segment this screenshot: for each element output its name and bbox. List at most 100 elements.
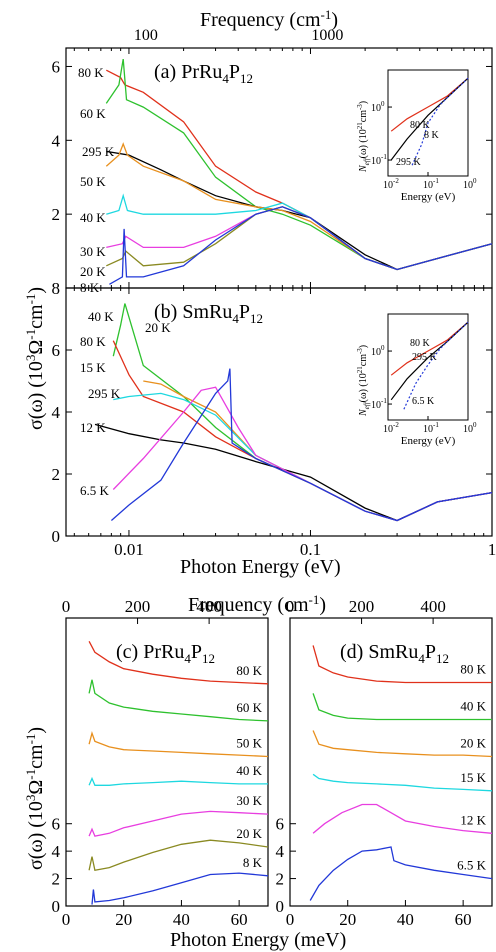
series-line xyxy=(312,730,493,758)
series-line xyxy=(88,640,269,685)
inset-b-inset: 10-2 10-1 100 10-1 100 Energy (eV) Neff(ω) (10… xyxy=(356,313,477,447)
series-line xyxy=(88,839,269,872)
series-label: 15 K xyxy=(80,360,106,375)
y-tick-label: 4 xyxy=(276,842,285,861)
inset-x-tick-label: 10-2 xyxy=(383,421,399,435)
series-label: 60 K xyxy=(80,106,106,121)
top-frequency-label: Frequency (cm-1) xyxy=(200,7,338,31)
series-label: 295 K xyxy=(88,386,121,401)
inset-y-tick-label: 10-1 xyxy=(371,397,387,411)
series-line xyxy=(88,730,269,758)
series-label: 20 K xyxy=(460,736,486,751)
series-label: 15 K xyxy=(460,770,486,785)
top-x-tick-label: 100 xyxy=(134,27,158,44)
x-tick-label: 40 xyxy=(173,910,190,929)
inset-series-line xyxy=(390,77,469,161)
panel-a: 2 4 6 8 100 1000 (a) PrRu4P12 80 K 60 K 295 K 50 K… xyxy=(52,27,493,298)
inset-series-label: 8 K xyxy=(424,130,440,141)
y-tick-label: 2 xyxy=(52,465,61,484)
top-x-tick-label: 0 xyxy=(286,597,295,616)
y-tick-label: 2 xyxy=(276,870,285,889)
panel-title: (a) PrRu4P12 xyxy=(154,61,253,86)
series-line xyxy=(109,206,493,285)
series-label: 20 K xyxy=(236,826,262,841)
series-label: 6.5 K xyxy=(457,858,487,873)
x-tick-label: 1 xyxy=(488,540,496,559)
inset-series-label: 295 K xyxy=(412,352,438,363)
series-label: 60 K xyxy=(236,700,262,715)
x-axis-label-mev: Photon Energy (meV) xyxy=(170,929,346,951)
inset-series-line xyxy=(390,77,469,132)
inset-series-line xyxy=(390,321,469,376)
series-label: 80 K xyxy=(236,663,262,678)
inset-series-line xyxy=(403,321,469,410)
series-label: 8 K xyxy=(243,855,263,870)
series-label: 6.5 K xyxy=(80,483,110,498)
series-label: 80 K xyxy=(460,661,486,676)
y-tick-label: 4 xyxy=(52,131,61,150)
inset-x-tick-label: 10-1 xyxy=(423,177,439,191)
inset-a-inset: 10-2 10-1 100 10-1 100 Energy (eV) Neff(ω) (10… xyxy=(356,69,477,203)
inset-series-line xyxy=(411,77,469,166)
series-line xyxy=(88,810,269,837)
top-x-tick-label: 400 xyxy=(196,597,222,616)
y-tick-label: 4 xyxy=(52,403,61,422)
series-line xyxy=(312,693,492,721)
plot-frame xyxy=(289,617,493,907)
series-line xyxy=(106,206,493,271)
series-line xyxy=(312,645,492,684)
series-label: 50 K xyxy=(80,174,106,189)
x-tick-label: 0.01 xyxy=(114,540,144,559)
y-tick-label: 4 xyxy=(52,842,61,861)
series-line xyxy=(312,803,493,834)
x-tick-label: 60 xyxy=(231,910,248,929)
y-tick-label: 8 xyxy=(52,279,61,298)
y-tick-label: 2 xyxy=(52,205,61,224)
series-label: 30 K xyxy=(236,793,262,808)
panel-d: 0 20 40 60 0 200 400 0 2 4 6 (d) SmRu4P12 80 K 40 K 20… xyxy=(276,597,493,929)
inset-y-tick-label: 100 xyxy=(371,100,385,114)
inset-x-label: Energy (eV) xyxy=(401,191,456,203)
inset-series-label: 80 K xyxy=(410,338,431,349)
series-label: 30 K xyxy=(80,244,106,259)
series-line xyxy=(88,776,268,786)
top-x-tick-label: 1000 xyxy=(311,27,343,44)
series-label: 40 K xyxy=(236,763,262,778)
panel-b: 0 2 4 6 0.01 0.1 1 (b) SmRu4P12 40 K 80 K 20 K 15 K… xyxy=(52,287,496,559)
upper-y-axis-label: σ(ω) (103Ω-1cm-1) xyxy=(23,287,47,430)
x-tick-label: 40 xyxy=(397,910,414,929)
x-tick-label: 0.1 xyxy=(300,540,321,559)
x-tick-label: 0 xyxy=(286,910,295,929)
panel-title: (d) SmRu4P12 xyxy=(340,641,449,666)
series-label: 20 K xyxy=(80,264,106,279)
inset-x-tick-label: 10-2 xyxy=(383,177,399,191)
y-tick-label: 6 xyxy=(276,815,285,834)
x-tick-label: 20 xyxy=(115,910,132,929)
top-x-tick-label: 200 xyxy=(349,597,375,616)
panel-title: (b) SmRu4P12 xyxy=(154,301,263,326)
series-label: 40 K xyxy=(88,309,114,324)
panel-title: (c) PrRu4P12 xyxy=(116,641,215,666)
series-line xyxy=(106,193,493,271)
inset-series-label: 80 K xyxy=(410,120,431,131)
x-tick-label: 60 xyxy=(455,910,472,929)
bottom-frequency-label: Frequency (cm-1) xyxy=(188,592,326,616)
y-tick-label: 6 xyxy=(52,57,61,76)
inset-x-tick-label: 100 xyxy=(463,421,477,435)
x-tick-label: 20 xyxy=(339,910,356,929)
series-line xyxy=(91,872,269,905)
series-line xyxy=(309,846,493,901)
inset-y-tick-label: 10-1 xyxy=(371,153,387,167)
plot-frame xyxy=(65,617,269,907)
inset-x-tick-label: 100 xyxy=(463,177,477,191)
series-label: 80 K xyxy=(80,334,106,349)
series-label: 20 K xyxy=(145,320,171,335)
inset-series-label: 6.5 K xyxy=(412,396,435,407)
inset-series-line xyxy=(390,321,469,401)
y-tick-label: 6 xyxy=(52,815,61,834)
x-axis-label-ev: Photon Energy (eV) xyxy=(180,556,341,578)
panel-c: 0 20 40 60 0 200 400 0 2 4 6 (c) PrRu4P12 80 K 60 K 50… xyxy=(52,597,269,929)
y-tick-label: 0 xyxy=(52,527,61,546)
y-tick-label: 2 xyxy=(52,870,61,889)
